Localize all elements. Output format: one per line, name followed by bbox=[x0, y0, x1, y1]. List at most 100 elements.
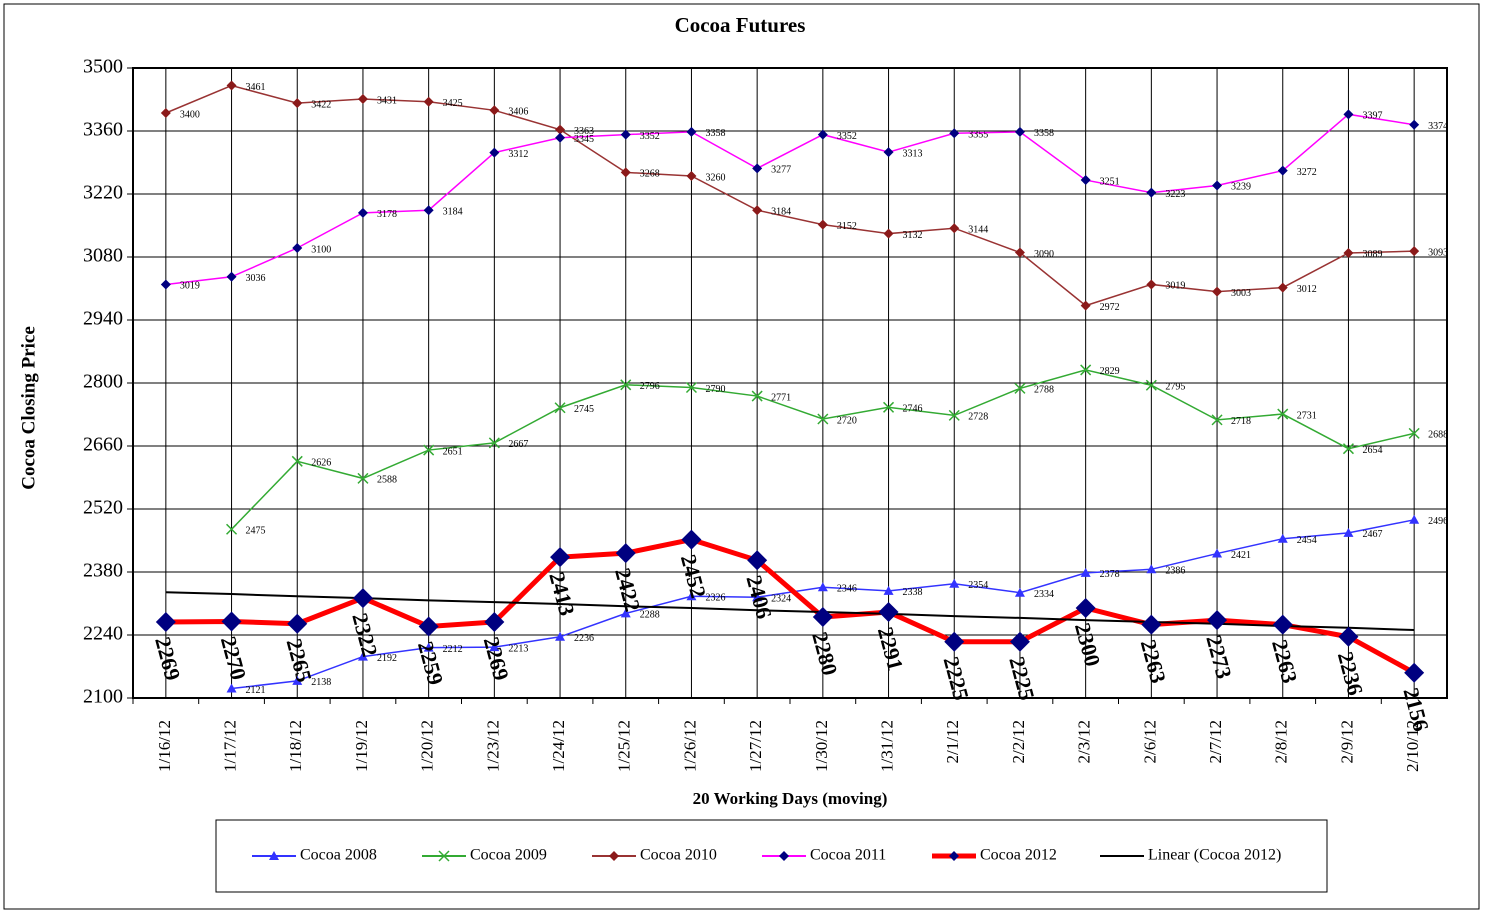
x-tick-label: 2/6/12 bbox=[1140, 720, 1159, 763]
data-point bbox=[1404, 662, 1425, 683]
data-label: 3144 bbox=[968, 224, 988, 235]
data-point bbox=[949, 223, 960, 234]
data-point bbox=[686, 171, 697, 181]
series-line bbox=[165, 84, 1415, 307]
data-point bbox=[620, 129, 631, 140]
data-label: 2588 bbox=[377, 475, 397, 486]
data-label: 3019 bbox=[180, 281, 200, 292]
data-label: 3132 bbox=[903, 230, 923, 241]
data-label: 3012 bbox=[1297, 284, 1317, 295]
data-label: 2728 bbox=[968, 412, 988, 423]
data-label: 2236 bbox=[574, 633, 594, 644]
data-point bbox=[686, 126, 697, 137]
data-point bbox=[287, 613, 308, 634]
data-label: 3036 bbox=[246, 273, 266, 284]
data-point bbox=[160, 279, 171, 290]
y-tick-label: 2100 bbox=[83, 686, 123, 708]
data-point bbox=[949, 128, 960, 139]
data-label: 3425 bbox=[443, 98, 463, 109]
data-label: 2213 bbox=[508, 643, 528, 654]
data-point bbox=[1014, 382, 1026, 394]
data-label: 3358 bbox=[705, 128, 725, 139]
data-point bbox=[1080, 567, 1091, 577]
data-point bbox=[949, 578, 960, 588]
data-point bbox=[423, 205, 434, 216]
data-point bbox=[883, 228, 894, 239]
data-point bbox=[423, 444, 435, 456]
data-point bbox=[944, 631, 965, 652]
data-label: 2745 bbox=[574, 404, 594, 415]
x-tick-label: 2/10/12 bbox=[1403, 720, 1422, 772]
data-point bbox=[817, 582, 828, 592]
data-label: 2288 bbox=[640, 610, 660, 621]
data-point bbox=[1409, 246, 1420, 257]
data-point bbox=[1277, 165, 1288, 176]
y-tick-label: 2520 bbox=[83, 497, 123, 519]
x-tick-label: 1/16/12 bbox=[155, 720, 174, 772]
legend-label: Cocoa 2011 bbox=[810, 847, 886, 864]
data-label: 3400 bbox=[180, 109, 200, 120]
data-label: 3268 bbox=[640, 169, 660, 180]
data-point bbox=[1343, 247, 1354, 258]
data-label: 2771 bbox=[771, 392, 791, 403]
y-tick-label: 2380 bbox=[83, 560, 123, 582]
data-label: 2688 bbox=[1428, 430, 1448, 441]
data-point bbox=[883, 401, 895, 413]
data-point bbox=[1146, 279, 1157, 290]
data-point bbox=[418, 616, 439, 637]
data-point bbox=[1211, 414, 1223, 426]
data-label: 2790 bbox=[705, 384, 725, 395]
data-point bbox=[686, 591, 697, 601]
data-label: 3312 bbox=[508, 149, 528, 160]
y-tick-label: 3080 bbox=[83, 245, 123, 267]
data-point bbox=[1075, 598, 1096, 618]
x-tick-label: 2/2/12 bbox=[1009, 720, 1028, 763]
data-label: 2829 bbox=[1100, 366, 1120, 377]
data-point bbox=[1277, 408, 1289, 420]
data-label: 2212 bbox=[443, 644, 463, 655]
data-label: 3251 bbox=[1100, 176, 1120, 187]
data-point bbox=[226, 80, 237, 91]
data-label: 3100 bbox=[311, 244, 331, 255]
data-label: 3178 bbox=[377, 209, 397, 220]
data-label: 2731 bbox=[1297, 410, 1317, 421]
data-point bbox=[878, 602, 899, 623]
data-label: 2796 bbox=[640, 381, 660, 392]
data-label: 3313 bbox=[903, 148, 923, 159]
data-label: 3272 bbox=[1297, 167, 1317, 178]
data-label: 2121 bbox=[246, 685, 266, 696]
data-label: 2334 bbox=[1034, 589, 1054, 600]
data-label: 3431 bbox=[377, 95, 397, 106]
data-label: 2192 bbox=[377, 653, 397, 664]
data-point bbox=[555, 132, 566, 143]
data-label: 2386 bbox=[1165, 566, 1185, 577]
data-label: 3358 bbox=[1034, 128, 1054, 139]
data-point bbox=[292, 243, 303, 253]
legend-label: Cocoa 2010 bbox=[640, 847, 717, 864]
x-tick-label: 1/26/12 bbox=[680, 720, 699, 772]
x-tick-label: 1/30/12 bbox=[812, 720, 831, 772]
data-point bbox=[554, 402, 566, 414]
data-point bbox=[1408, 427, 1420, 439]
data-point bbox=[160, 108, 171, 118]
data-point bbox=[1080, 300, 1091, 311]
data-label: 3239 bbox=[1231, 182, 1251, 193]
data-point bbox=[226, 271, 237, 282]
data-point bbox=[1014, 587, 1025, 597]
data-label: 2795 bbox=[1165, 382, 1185, 393]
data-point bbox=[752, 163, 763, 174]
data-label: 3184 bbox=[443, 206, 463, 217]
legend-label: Linear (Cocoa 2012) bbox=[1148, 847, 1281, 864]
data-label: 2346 bbox=[837, 584, 857, 595]
data-point bbox=[751, 390, 763, 402]
data-label: 2788 bbox=[1034, 385, 1054, 396]
data-point bbox=[291, 455, 303, 467]
data-point bbox=[489, 105, 500, 116]
legend-label: Cocoa 2012 bbox=[980, 847, 1057, 864]
data-label: 3003 bbox=[1231, 288, 1251, 299]
chart-title: Cocoa Futures bbox=[675, 13, 806, 37]
legend-marker bbox=[779, 851, 789, 861]
x-tick-label: 2/1/12 bbox=[943, 720, 962, 763]
y-tick-label: 2660 bbox=[83, 434, 123, 456]
data-point bbox=[1343, 527, 1354, 537]
